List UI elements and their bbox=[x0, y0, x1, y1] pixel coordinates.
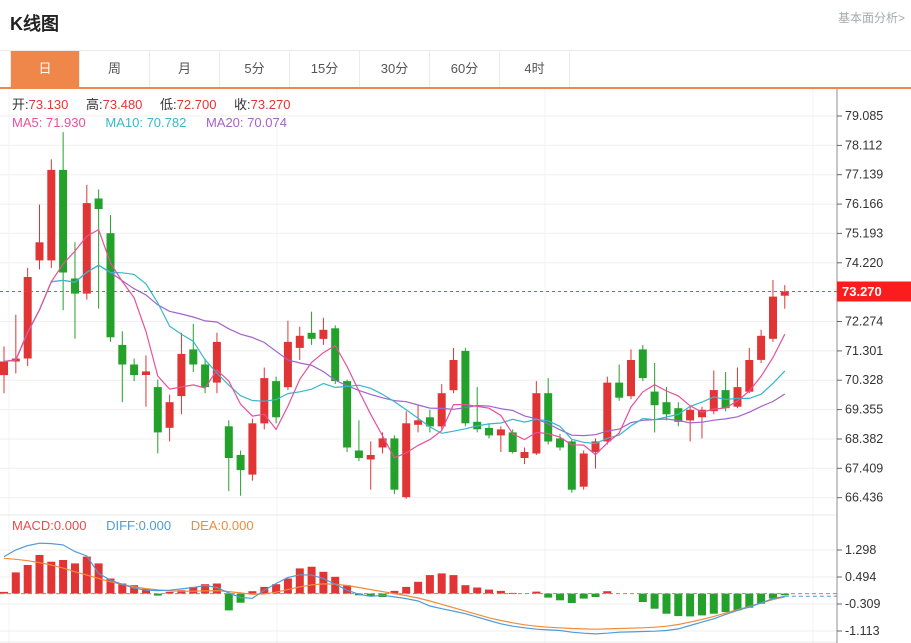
macd-histogram bbox=[0, 555, 837, 617]
svg-text:76.166: 76.166 bbox=[845, 197, 883, 211]
fundamental-analysis-link[interactable]: 基本面分析> bbox=[837, 11, 905, 25]
period-tabbar: 日 周 月 5分 15分 30分 60分 4时 bbox=[0, 50, 911, 89]
open-label: 开: bbox=[12, 97, 29, 112]
svg-text:78.112: 78.112 bbox=[845, 138, 882, 152]
ma20-legend: MA20: 70.074 bbox=[206, 115, 287, 130]
high-value: 73.480 bbox=[102, 97, 143, 112]
ma10-label: MA10: bbox=[105, 115, 143, 130]
svg-text:66.436: 66.436 bbox=[845, 491, 883, 505]
tab-month[interactable]: 月 bbox=[150, 51, 220, 87]
ma-lines bbox=[3, 228, 786, 459]
diff-label: DIFF: bbox=[106, 518, 139, 533]
ma20-value: 70.074 bbox=[247, 115, 287, 130]
svg-text:-0.309: -0.309 bbox=[845, 597, 880, 611]
macd-label: MACD: bbox=[12, 518, 54, 533]
svg-text:71.301: 71.301 bbox=[845, 344, 883, 358]
dea-label: DEA: bbox=[190, 518, 222, 533]
kline-chart-canvas[interactable]: 79.085 78.112 77.139 76.166 75.193 74.220 72.2… bbox=[0, 89, 911, 643]
dea-line bbox=[3, 557, 785, 630]
tab-60min[interactable]: 60分 bbox=[430, 51, 500, 87]
ma10-value: 70.782 bbox=[146, 115, 187, 130]
ma5-label: MA5: bbox=[12, 115, 43, 130]
svg-text:73.270: 73.270 bbox=[842, 284, 882, 299]
diff-legend: DIFF:0.000 bbox=[106, 518, 171, 533]
close-label: 收: bbox=[234, 97, 251, 112]
macd-value: 0.000 bbox=[53, 518, 87, 533]
chart-area: 开:73.130 高:73.480 低:72.700 收:73.270 MA5:… bbox=[0, 89, 911, 643]
svg-text:79.085: 79.085 bbox=[845, 109, 883, 123]
tab-15min[interactable]: 15分 bbox=[290, 51, 360, 87]
macd-value-legend: MACD:0.000 bbox=[12, 518, 86, 533]
header: K线图 基本面分析> bbox=[0, 0, 911, 50]
high-label: 高: bbox=[86, 97, 103, 112]
ma5-line bbox=[3, 228, 786, 459]
diff-line bbox=[3, 542, 785, 635]
candlesticks bbox=[0, 132, 789, 499]
ma10-legend: MA10: 70.782 bbox=[105, 115, 186, 130]
svg-text:67.409: 67.409 bbox=[845, 461, 883, 475]
svg-text:74.220: 74.220 bbox=[845, 256, 883, 270]
dea-legend: DEA:0.000 bbox=[191, 518, 254, 533]
low-label: 低: bbox=[160, 97, 177, 112]
svg-text:0.494: 0.494 bbox=[845, 570, 876, 584]
svg-text:1.298: 1.298 bbox=[845, 543, 876, 557]
current-price-tag: 73.270 bbox=[837, 281, 911, 302]
diff-value: 0.000 bbox=[138, 518, 172, 533]
ma5-value: 71.930 bbox=[45, 115, 86, 130]
page-title: K线图 bbox=[10, 14, 59, 34]
macd-legend: MACD:0.000 DIFF:0.000 DEA:0.000 bbox=[12, 518, 270, 533]
tab-week[interactable]: 周 bbox=[80, 51, 150, 87]
grid-lines bbox=[0, 89, 837, 643]
tab-day[interactable]: 日 bbox=[10, 51, 80, 87]
tab-5min[interactable]: 5分 bbox=[220, 51, 290, 87]
tab-4hour[interactable]: 4时 bbox=[500, 51, 570, 87]
ma-legend: MA5: 71.930 MA10: 70.782 MA20: 70.074 bbox=[12, 115, 303, 130]
svg-text:75.193: 75.193 bbox=[845, 226, 883, 240]
ma5-legend: MA5: 71.930 bbox=[12, 115, 86, 130]
close-value: 73.270 bbox=[250, 97, 291, 112]
tab-30min[interactable]: 30分 bbox=[360, 51, 430, 87]
svg-text:77.139: 77.139 bbox=[845, 168, 883, 182]
ma10-line bbox=[3, 264, 786, 445]
dea-value: 0.000 bbox=[221, 518, 254, 533]
svg-text:72.274: 72.274 bbox=[845, 315, 883, 329]
svg-text:-1.113: -1.113 bbox=[845, 624, 880, 638]
svg-text:70.328: 70.328 bbox=[845, 373, 883, 387]
open-value: 73.130 bbox=[28, 97, 69, 112]
y-axis: 79.085 78.112 77.139 76.166 75.193 74.220 72.2… bbox=[836, 89, 883, 643]
ma20-label: MA20: bbox=[205, 115, 244, 130]
low-value: 72.700 bbox=[176, 97, 217, 112]
svg-text:68.382: 68.382 bbox=[845, 432, 883, 446]
diff-dea-lines bbox=[3, 542, 837, 635]
svg-text:69.355: 69.355 bbox=[845, 403, 883, 417]
ohlc-legend: 开:73.130 高:73.480 低:72.700 收:73.270 bbox=[12, 94, 304, 113]
